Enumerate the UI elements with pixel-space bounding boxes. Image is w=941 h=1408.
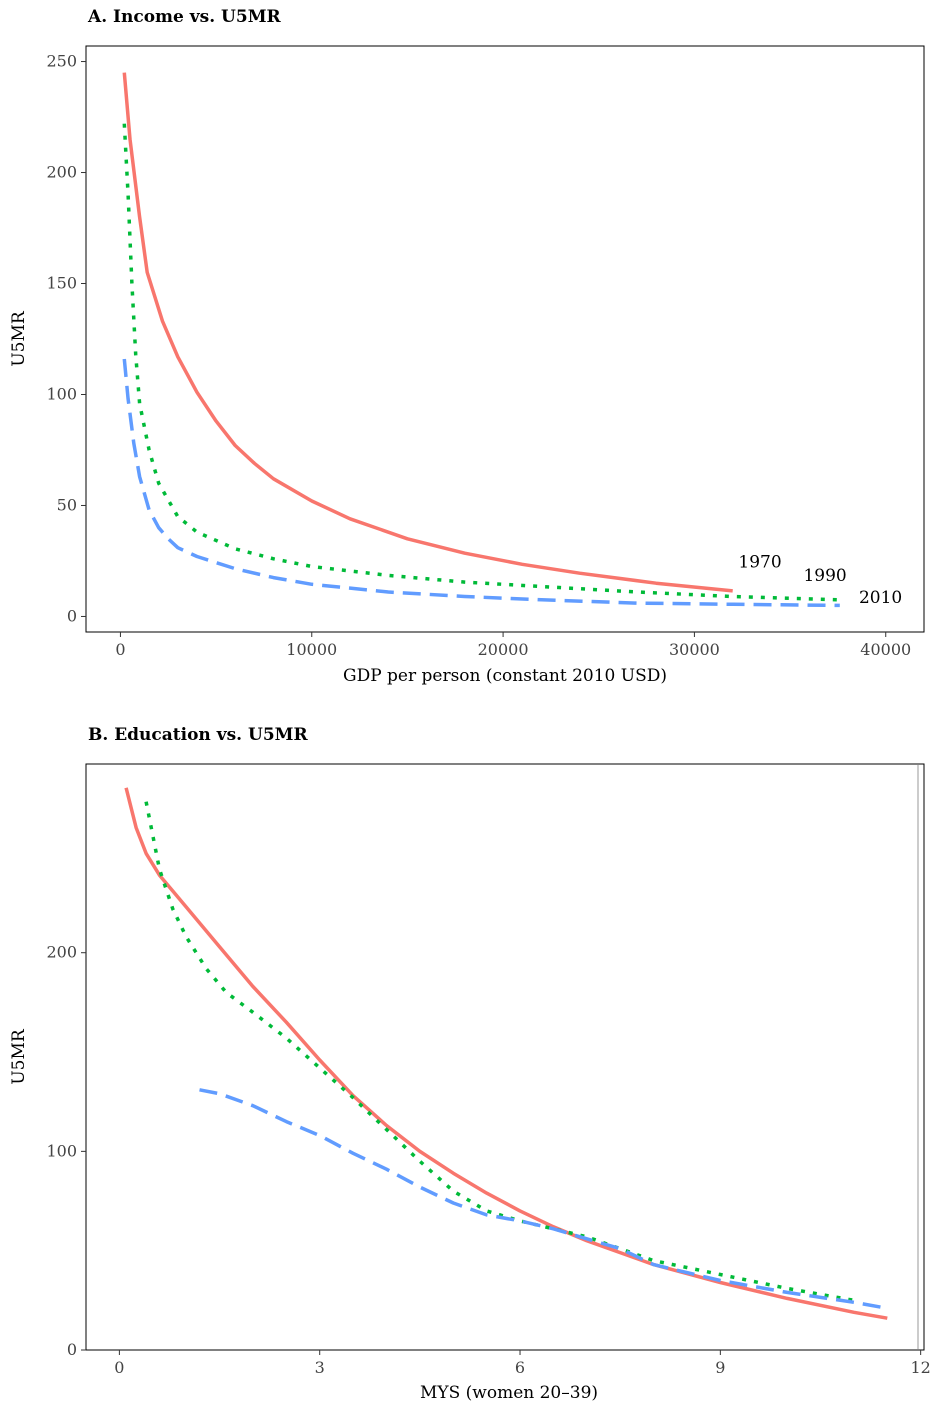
panel-b-y-tick-label: 200 <box>46 943 77 962</box>
panel-a-x-axis-title: GDP per person (constant 2010 USD) <box>343 666 667 686</box>
panel-a-line-label-1970: 1970 <box>738 553 781 573</box>
panel-b-education-vs-u5mr: B. Education vs. U5MR 0 3 6 9 12 0 100 200 MYS … <box>9 725 931 1403</box>
panel-b-title: B. Education vs. U5MR <box>88 725 308 745</box>
panel-a-y-tick-label: 100 <box>46 384 77 403</box>
panel-a-series-line-1970 <box>122 72 733 593</box>
panel-a-line-labels: 1970 1990 2010 <box>738 553 902 609</box>
panel-a-line-label-2010: 2010 <box>859 588 902 608</box>
panel-a-y-tick-label: 200 <box>46 163 77 182</box>
panel-b-series-line-2010 <box>199 1088 888 1311</box>
panel-a-x-tick-label: 30000 <box>669 640 720 659</box>
panel-a-x-tick-label: 0 <box>115 640 125 659</box>
panel-b-x-tick-label: 3 <box>315 1358 325 1377</box>
panel-b-x-axis-title: MYS (women 20–39) <box>420 1383 598 1403</box>
panel-a-series <box>122 72 840 608</box>
panel-a-series-line-2010 <box>122 358 840 608</box>
panel-a-line-label-1990: 1990 <box>803 566 846 586</box>
panel-a-y-tick-label: 50 <box>57 495 77 514</box>
panel-a-x-tick-label: 20000 <box>478 640 529 659</box>
panel-b-ticks: 0 3 6 9 12 0 100 200 <box>46 943 930 1377</box>
panel-a-x-tick-label: 40000 <box>860 640 911 659</box>
panel-a-title: A. Income vs. U5MR <box>87 7 282 27</box>
panel-a-y-tick-label: 250 <box>46 52 77 71</box>
panel-b-x-tick-label: 9 <box>715 1358 725 1377</box>
panel-b-y-tick-label: 100 <box>46 1141 77 1160</box>
panel-b-x-tick-label: 0 <box>114 1358 124 1377</box>
panel-a-y-tick-label: 0 <box>67 606 77 625</box>
panel-b-x-tick-label: 12 <box>910 1358 930 1377</box>
panel-b-y-axis-title: U5MR <box>9 1028 29 1085</box>
panel-a-ticks: 0 10000 20000 30000 40000 0 50 100 150 200 250 <box>46 52 911 659</box>
panel-a-x-tick-label: 10000 <box>286 640 337 659</box>
panel-a-y-axis-title: U5MR <box>9 310 29 367</box>
panel-b-plot-frame <box>85 763 925 1351</box>
panel-b-series-line-1990 <box>144 801 855 1303</box>
panel-b-series-line-1970 <box>124 787 888 1320</box>
panel-a-plot-frame <box>85 45 925 633</box>
panel-a-y-tick-label: 150 <box>46 274 77 293</box>
panel-b-x-tick-label: 6 <box>515 1358 525 1377</box>
panel-a-income-vs-u5mr: A. Income vs. U5MR 0 10000 20000 30000 40000… <box>9 7 925 686</box>
panel-b-series <box>124 787 888 1320</box>
panel-b-y-tick-label: 0 <box>67 1340 77 1359</box>
panel-a-series-line-1990 <box>122 123 840 602</box>
